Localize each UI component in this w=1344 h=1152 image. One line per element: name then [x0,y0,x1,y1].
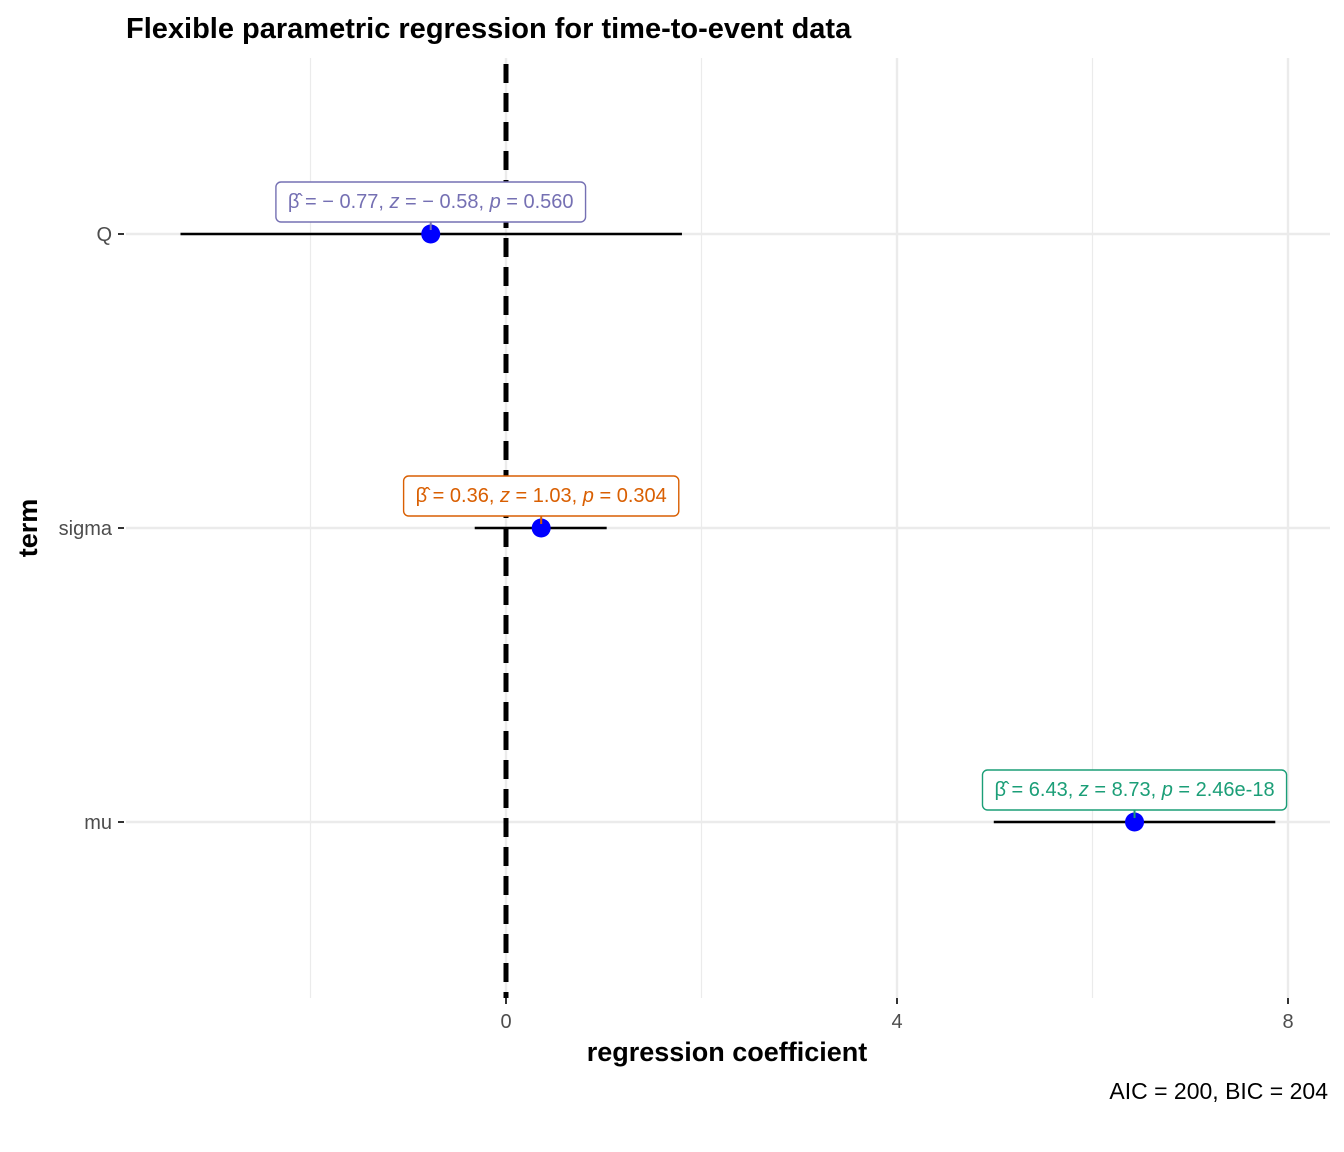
estimate-points [421,224,1145,832]
estimate-label: β̂ = 0.36, z = 1.03, p = 0.304 [402,475,680,517]
estimate-label: β̂ = − 0.77, z = − 0.58, p = 0.560 [275,181,587,223]
y-tick-label: sigma [59,518,113,540]
estimate-point [531,518,551,538]
chart-title: Flexible parametric regression for time-… [126,13,852,45]
y-tick-label: Q [96,224,112,246]
x-tick-label: 0 [500,1011,511,1033]
estimate-label-text: β̂ = 6.43, z = 8.73, p = 2.46e-18 [994,779,1274,801]
model-fit-caption: AIC = 200, BIC = 204 [1109,1078,1328,1104]
estimate-point [1125,812,1145,832]
x-tick-label: 8 [1282,1011,1293,1033]
estimate-point [421,224,441,244]
estimate-label-text: β̂ = 0.36, z = 1.03, p = 0.304 [416,485,667,507]
estimate-labels: β̂ = − 0.77, z = − 0.58, p = 0.560 β̂ = 0… [275,181,1288,818]
x-tick-label: 4 [891,1011,902,1033]
y-axis-title: term [13,499,43,558]
y-tick-label: mu [84,812,112,834]
estimate-label: β̂ = 6.43, z = 8.73, p = 2.46e-18 [981,769,1288,811]
x-axis-title: regression coefficient [587,1037,868,1067]
estimate-label-text: β̂ = − 0.77, z = − 0.58, p = 0.560 [288,191,574,213]
